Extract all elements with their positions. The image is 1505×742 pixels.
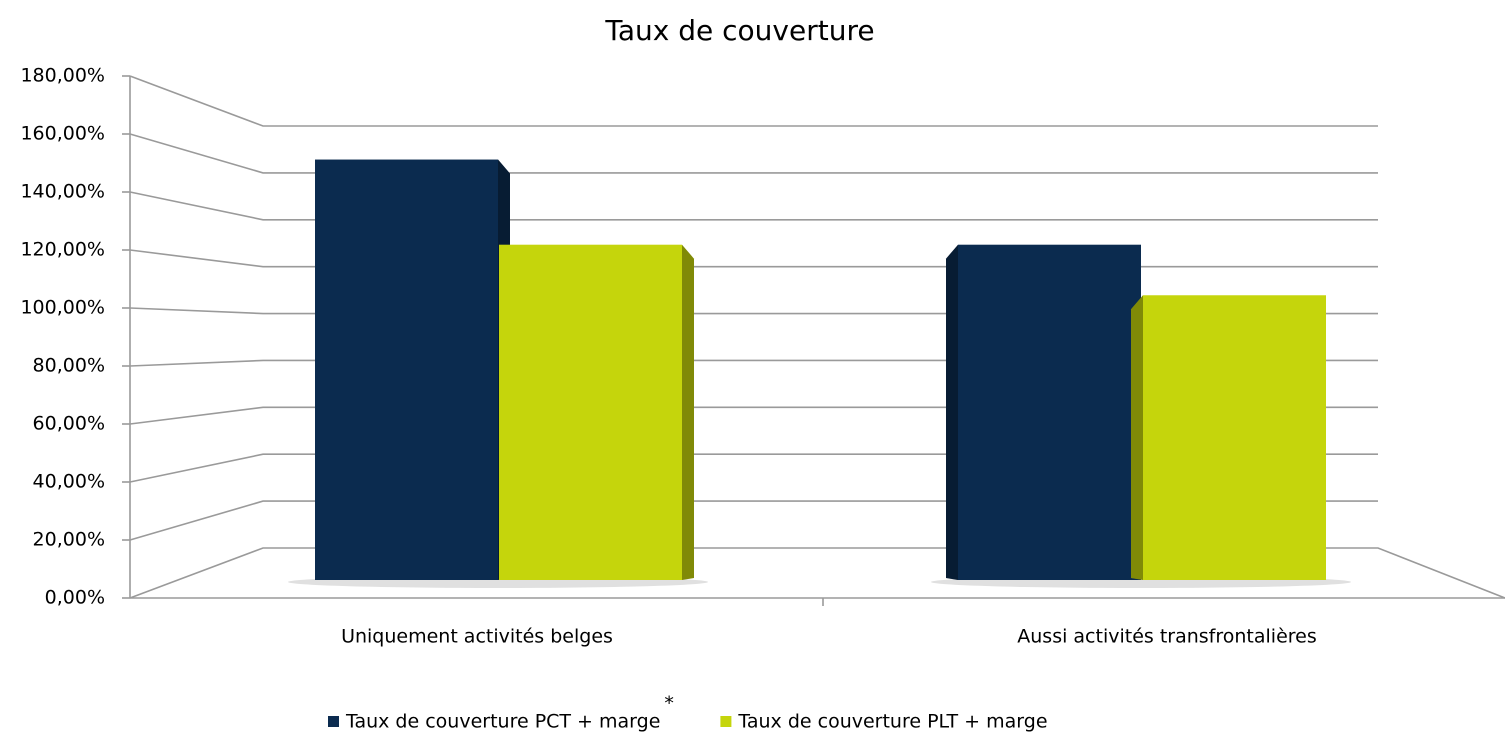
y-tick-label: 40,00% [33,471,105,493]
chart-title: Taux de couverture [604,14,874,47]
bar-side [946,244,958,580]
bar [958,244,1141,580]
x-tick-label: Aussi activités transfrontalières [1017,626,1317,648]
y-tick-label: 180,00% [20,65,105,87]
bar-side [1131,295,1143,580]
y-tick-label: 0,00% [45,587,105,609]
y-tick-label: 120,00% [20,239,105,261]
bar-side-shade [1131,295,1143,580]
bar-side [682,244,694,580]
y-tick-label: 160,00% [20,123,105,145]
y-tick-label: 80,00% [33,355,105,377]
y-tick-label: 20,00% [33,529,105,551]
bar [499,244,682,580]
legend-swatch [720,716,732,727]
y-tick-label: 140,00% [20,181,105,203]
y-tick-label: 100,00% [20,297,105,319]
legend-note: * [664,693,674,715]
floor [129,547,1505,599]
y-tick-label: 60,00% [33,413,105,435]
grid-line [129,191,1378,221]
bar [315,159,498,581]
grid-line [129,133,1378,174]
legend-label: Taux de couverture PCT + marge [345,711,660,733]
bar-side-shade [946,244,958,580]
legend-label: Taux de couverture PLT + marge [737,711,1047,733]
bar-side-shade [682,244,694,580]
grid-line [129,75,1378,127]
x-tick-label: Uniquement activités belges [341,626,613,648]
legend-swatch [328,716,339,727]
bar [1143,295,1326,580]
